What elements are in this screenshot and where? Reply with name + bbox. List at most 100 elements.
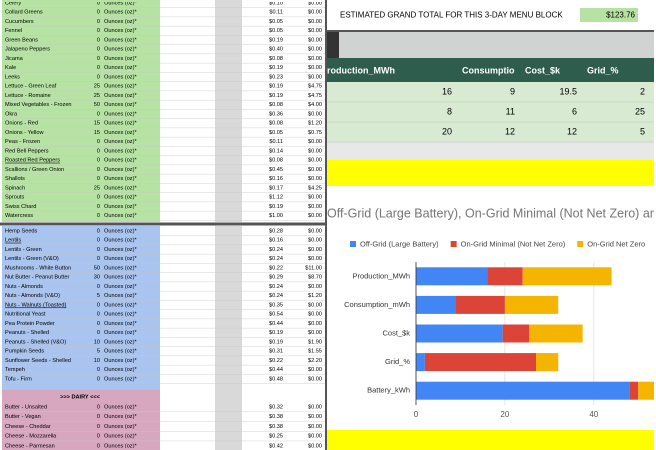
qty: 0 — [97, 376, 100, 382]
bar — [424, 353, 536, 372]
unit: Ounces (oz)* — [104, 349, 137, 355]
qty: 0 — [97, 367, 100, 373]
price: $0.19 — [269, 204, 283, 210]
bar — [487, 267, 523, 286]
item: Nutritional Yeast — [5, 312, 46, 318]
price: $0.08 — [269, 158, 283, 164]
item: Onions - Red — [5, 121, 38, 127]
sheet: Celery 0 Ounces (oz)* $0.10 $0.00 Collard Gre… — [2, 0, 325, 449]
item[interactable]: Roasted Red Peppers — [5, 158, 60, 164]
table-cell: 20 — [442, 126, 452, 136]
summary-label: ESTIMATED GRAND TOTAL FOR THIS 3-DAY MEN… — [340, 11, 563, 20]
price: $0.22 — [269, 265, 283, 271]
unit: Ounces (oz)* — [104, 65, 137, 71]
qty: 0 — [97, 158, 100, 164]
unit: Ounces (oz)* — [104, 414, 137, 420]
table: Production_MWh Consumptio Cost_$k Grid_% 16 9… — [327, 65, 654, 143]
table-cell: 2 — [640, 86, 645, 96]
unit: Ounces (oz)* — [104, 93, 137, 99]
qty: 5 — [97, 349, 100, 355]
table-cell: 8 — [447, 106, 452, 116]
total: $0.00 — [308, 376, 322, 382]
legend-label: On-Grid Net Zero — [587, 239, 645, 248]
x-tick-label: 0 — [414, 410, 419, 419]
section-header: >>> DAIRY <<< — [60, 394, 101, 400]
price: $0.08 — [269, 102, 283, 108]
table-cell: 25 — [635, 106, 645, 116]
price: $0.36 — [269, 111, 283, 117]
qty: 0 — [97, 443, 100, 449]
bar — [536, 353, 559, 372]
unit: Ounces (oz)* — [104, 247, 137, 253]
protein-bg — [2, 226, 160, 390]
unit: Ounces (oz)* — [104, 265, 137, 271]
qty: 0 — [97, 176, 100, 182]
unit: Ounces (oz)* — [104, 312, 137, 318]
qty: 0 — [97, 65, 100, 71]
y-tick-label: Consumption_mWh — [344, 300, 410, 309]
qty: 15 — [94, 130, 100, 136]
total: $0.00 — [308, 0, 322, 6]
total: $0.00 — [308, 158, 322, 164]
item: Lentils - Green (V&O) — [5, 256, 59, 262]
qty: 15 — [94, 121, 100, 127]
qty: 5 — [97, 293, 100, 299]
qty: 30 — [94, 275, 100, 281]
table-cell: 19.5 — [559, 86, 577, 96]
unit: Ounces (oz)* — [104, 185, 137, 191]
dairy-bg — [2, 390, 160, 450]
total: $0.00 — [308, 284, 322, 290]
qty: 0 — [97, 139, 100, 145]
produce-bg — [2, 0, 160, 222]
price: $0.31 — [269, 349, 283, 355]
item: Onions - Yellow — [5, 130, 45, 136]
table-cell: 12 — [505, 126, 515, 136]
total: $4.75 — [308, 84, 322, 90]
table-header-bg — [327, 58, 654, 82]
qty: 0 — [97, 167, 100, 173]
item: Fennel — [5, 28, 22, 34]
item: Spinach — [5, 185, 25, 191]
qty: 0 — [97, 74, 100, 80]
total: $4.75 — [308, 93, 322, 99]
total: $0.00 — [308, 404, 322, 410]
unit: Ounces (oz)* — [104, 37, 137, 43]
total: $0.00 — [308, 256, 322, 262]
item: Peas - Frozen — [5, 139, 40, 145]
price: $0.24 — [269, 284, 283, 290]
bar — [529, 324, 583, 343]
item: Sprouts — [5, 195, 24, 201]
qty: 25 — [94, 93, 100, 99]
total: $0.00 — [308, 228, 322, 234]
item: Nuts - Almonds (V&O) — [5, 293, 60, 299]
item: Peanuts - Shelled (V&O) — [5, 339, 66, 345]
qty: 0 — [97, 424, 100, 430]
item: Lettuce - Green Leaf — [5, 84, 57, 90]
total: $0.00 — [308, 148, 322, 154]
price: $0.29 — [269, 275, 283, 281]
price: $0.35 — [269, 302, 283, 308]
total: $1.90 — [308, 339, 322, 345]
price: $0.38 — [269, 424, 283, 430]
total: $0.00 — [308, 213, 322, 219]
total: $1.20 — [308, 121, 322, 127]
item[interactable]: Nuts - Walnuts (Toasted) — [5, 302, 66, 308]
yellow-band — [327, 160, 654, 186]
price: $0.08 — [269, 56, 283, 62]
legend-swatch — [577, 241, 584, 247]
item: Sunflower Seeds - Shelled — [5, 358, 71, 364]
item: Red Bell Peppers — [5, 148, 49, 154]
y-tick-label: Battery_kWh — [367, 386, 410, 395]
qty: 0 — [97, 28, 100, 34]
bar — [502, 324, 530, 343]
total: $0.00 — [308, 10, 322, 16]
qty: 0 — [97, 312, 100, 318]
item[interactable]: Lentils — [5, 238, 21, 244]
qty: 0 — [97, 37, 100, 43]
table-cell: 11 — [506, 106, 515, 116]
unit: Ounces (oz)* — [104, 321, 137, 327]
unit: Ounces (oz)* — [104, 284, 137, 290]
table-header: Grid_% — [587, 65, 619, 75]
qty: 0 — [97, 247, 100, 253]
price: $0.48 — [269, 376, 283, 382]
